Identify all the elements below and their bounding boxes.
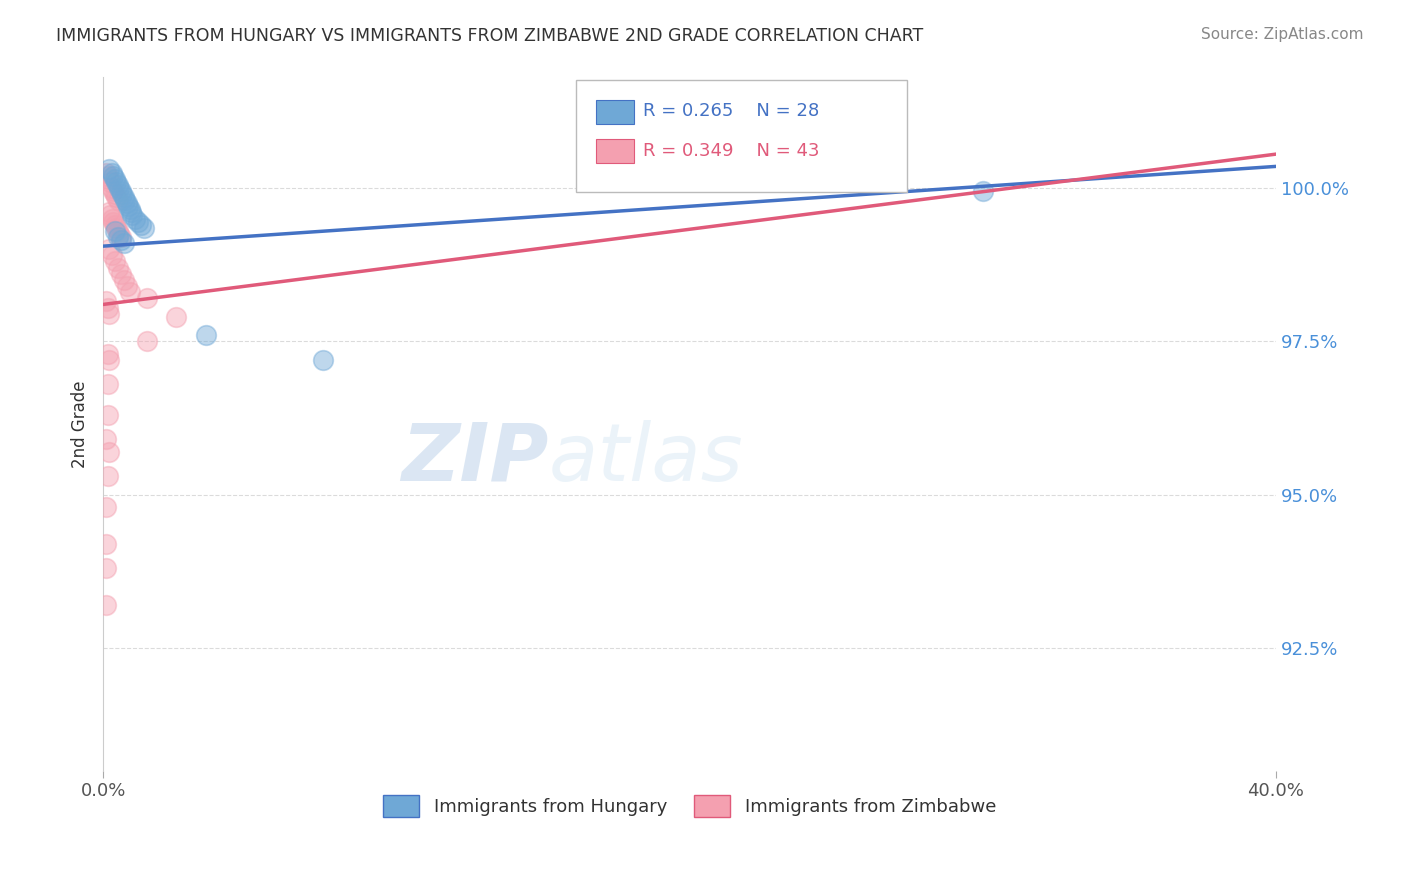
Point [107,193,129,207]
Point [94,433,117,447]
Point [110,184,132,198]
Point [96,408,118,422]
Text: R = 0.349    N = 43: R = 0.349 N = 43 [643,142,820,160]
Point [129,218,152,232]
Point [107,224,129,238]
Point [98,307,121,321]
Point [104,254,127,268]
Point [98,171,121,186]
Point [124,211,146,226]
Text: Source: ZipAtlas.com: Source: ZipAtlas.com [1201,27,1364,42]
Point [136,291,159,305]
Point [115,196,138,211]
Point [105,190,128,204]
Point [136,334,159,349]
Point [96,377,118,392]
Legend: Immigrants from Hungary, Immigrants from Zimbabwe: Immigrants from Hungary, Immigrants from… [375,788,1004,824]
Point [103,184,125,198]
Point [110,230,132,244]
Point [98,205,121,219]
Point [94,537,117,551]
Point [115,279,138,293]
Point [121,209,143,223]
Point [96,169,118,183]
Point [117,199,139,213]
Point [101,211,124,226]
Point [165,310,187,324]
Point [112,190,135,204]
Point [127,214,149,228]
Point [107,230,129,244]
Point [98,162,121,177]
Point [112,236,135,251]
Point [120,205,142,219]
Point [118,285,141,300]
Y-axis label: 2nd Grade: 2nd Grade [72,380,89,467]
Text: R = 0.265    N = 28: R = 0.265 N = 28 [643,103,818,120]
Point [94,598,117,612]
Point [105,220,128,235]
Point [112,273,135,287]
Point [104,218,127,232]
Point [634,169,657,183]
Point [111,186,134,201]
Point [104,171,127,186]
Point [105,175,128,189]
Point [114,193,136,207]
Point [98,242,121,256]
Point [118,202,141,217]
Point [98,352,121,367]
Point [104,186,127,201]
Point [110,233,132,247]
Point [94,165,117,179]
Text: atlas: atlas [548,420,744,498]
Point [134,220,156,235]
Point [101,248,124,262]
Point [94,561,117,575]
Point [108,227,131,241]
Point [96,346,118,360]
Text: ZIP: ZIP [402,420,548,498]
Point [100,209,122,223]
Point [103,214,125,228]
Point [96,301,118,315]
Point [98,444,121,458]
Point [108,181,131,195]
Point [110,267,132,281]
Point [101,165,124,179]
Point [107,178,129,192]
Point [96,469,118,483]
Text: IMMIGRANTS FROM HUNGARY VS IMMIGRANTS FROM ZIMBABWE 2ND GRADE CORRELATION CHART: IMMIGRANTS FROM HUNGARY VS IMMIGRANTS FR… [56,27,924,45]
Point [107,260,129,275]
Point [312,352,335,367]
Point [194,328,217,343]
Point [94,500,117,514]
Point [100,175,122,189]
Point [972,184,994,198]
Point [104,224,127,238]
Point [94,294,117,309]
Point [101,181,124,195]
Point [103,169,125,183]
